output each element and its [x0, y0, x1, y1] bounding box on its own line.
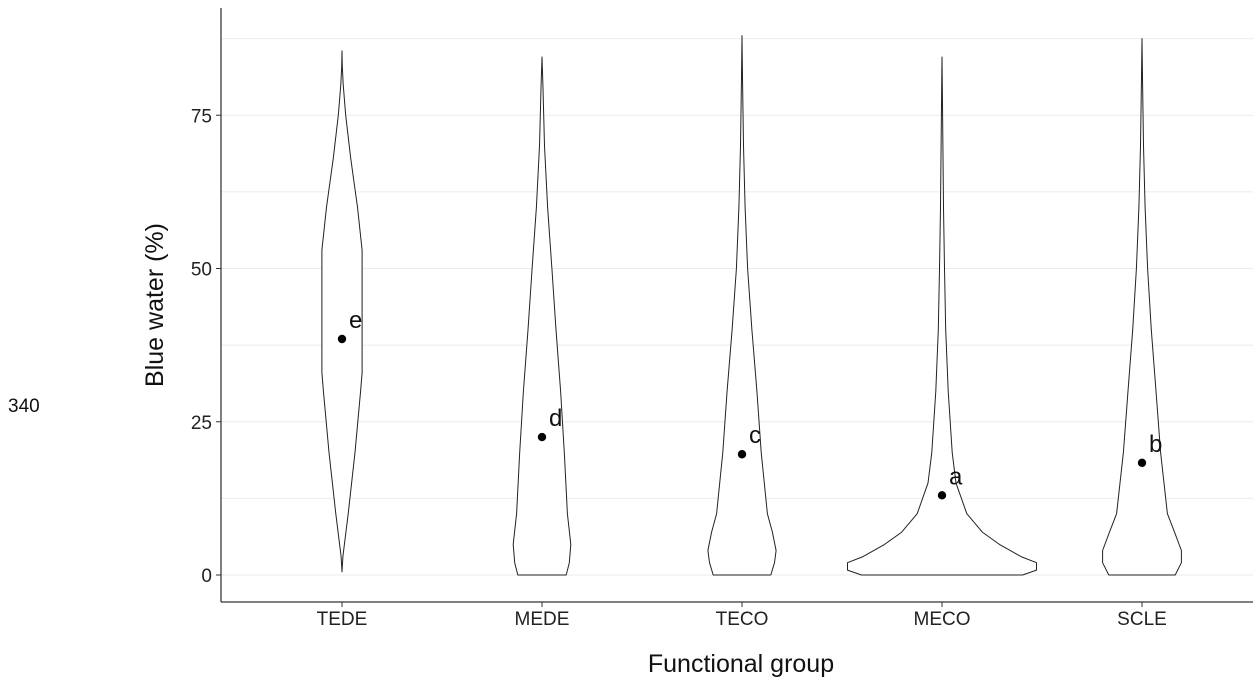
- significance-label-tede: e: [349, 307, 362, 334]
- x-ticks: TEDE MEDE TECO MECO SCLE: [317, 602, 1167, 630]
- x-tick-label-scle: SCLE: [1117, 609, 1167, 630]
- significance-label-meco: a: [949, 463, 963, 490]
- mean-point-teco: [737, 450, 747, 459]
- y-ticks: 0 25 50 75: [191, 106, 221, 587]
- significance-label-mede: d: [549, 405, 562, 432]
- violins-layer: e d c a b: [321, 35, 1182, 576]
- mean-point-tede: [337, 334, 347, 344]
- mean-point-meco: [937, 491, 947, 500]
- violin-mede: [512, 56, 572, 576]
- violin-scle: [1102, 38, 1182, 576]
- mean-point-scle: [1137, 458, 1147, 468]
- line-number: 340: [8, 396, 40, 417]
- x-tick-label-tede: TEDE: [317, 609, 368, 630]
- y-axis-title: Blue water (%): [141, 223, 169, 387]
- mean-point-mede: [537, 432, 547, 442]
- y-tick-label: 0: [201, 566, 212, 587]
- axes-layer: [220, 8, 1253, 603]
- significance-label-scle: b: [1149, 431, 1162, 458]
- x-tick-label-teco: TECO: [716, 609, 769, 630]
- y-tick-label: 50: [191, 260, 212, 281]
- violin-tede: [321, 50, 363, 573]
- x-tick-label-meco: MECO: [914, 609, 971, 630]
- y-tick-label: 25: [191, 413, 212, 434]
- y-tick-label: 75: [191, 106, 212, 127]
- violin-teco: [707, 35, 777, 576]
- x-tick-label-mede: MEDE: [515, 609, 570, 630]
- violin-meco: [847, 56, 1037, 576]
- significance-label-teco: c: [749, 422, 761, 449]
- x-axis-title: Functional group: [648, 650, 834, 678]
